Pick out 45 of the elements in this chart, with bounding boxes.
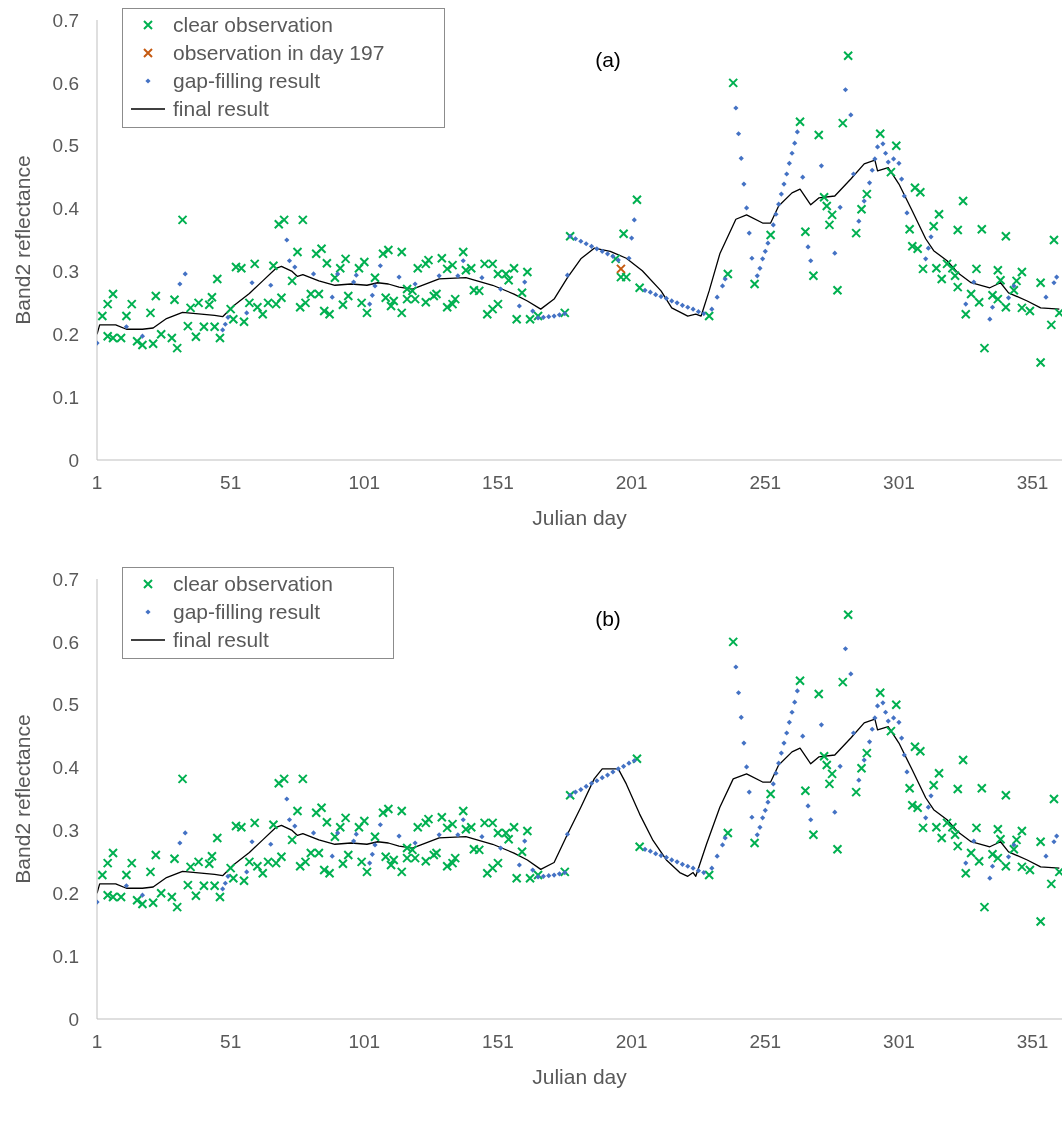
y-tick-label: 0.1 [52,945,79,967]
legend-label: final result [173,628,269,652]
x-tick-label: 51 [220,1031,242,1053]
y-tick-label: 0.3 [52,820,79,842]
x-tick-label: 301 [883,1031,915,1053]
legend-label: clear observation [173,13,333,37]
x-tick-label: 151 [482,472,514,494]
x-tick-label: 301 [883,472,915,494]
x-tick-label: 1 [91,1031,103,1053]
y-tick-label: 0.3 [52,261,79,283]
text: (a) [594,48,622,72]
y-tick-label: 0.7 [52,568,79,590]
text: (b) [594,607,622,631]
y-tick-label: 0.4 [52,757,80,779]
y-tick-label: 0.2 [52,883,79,905]
x-tick-label: 1 [91,472,103,494]
y-tick-label: 0.6 [52,631,79,653]
x-axis-title: Julian day [532,1064,628,1088]
legend-label: gap-filling result [173,69,321,93]
y-tick-label: 0.2 [52,324,79,346]
x-tick-label: 51 [220,472,242,494]
x-tick-label: 251 [749,1031,782,1053]
x-tick-label: 351 [1016,472,1049,494]
y-axis-title: Band2 reflectance [10,714,34,884]
y-tick-label: 0.5 [52,694,79,716]
legend-label: gap-filling result [173,600,321,624]
x-tick-label: 101 [348,1031,381,1053]
legend-label: final result [173,97,269,121]
x-tick-label: 201 [615,472,648,494]
x-tick-label: 101 [348,472,381,494]
legend-label: clear observation [173,572,333,596]
y-tick-label: 0.6 [52,72,79,94]
x-tick-label: 251 [749,472,782,494]
x-axis-title: Julian day [532,505,628,529]
y-tick-label: 0 [68,449,79,471]
x-tick-label: 151 [482,1031,514,1053]
legend-label: observation in day 197 [173,41,385,65]
y-tick-label: 0.5 [52,135,79,157]
y-tick-label: 0.4 [52,198,80,220]
x-tick-label: 201 [615,1031,648,1053]
y-axis-title: Band2 reflectance [10,155,34,325]
y-tick-label: 0.1 [52,386,79,408]
y-tick-label: 0 [68,1008,79,1030]
y-tick-label: 0.7 [52,9,79,31]
x-tick-label: 351 [1016,1031,1049,1053]
